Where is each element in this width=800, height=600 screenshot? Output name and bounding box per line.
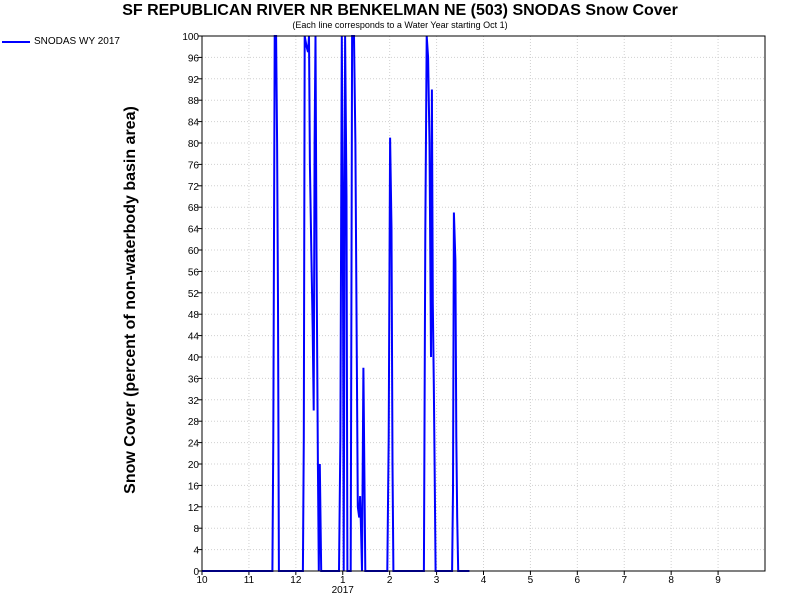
y-tick-label: 28	[188, 417, 200, 428]
x-tick-label: 1	[340, 575, 346, 586]
x-tick-label: 4	[481, 575, 487, 586]
x-tick-label: 5	[528, 575, 534, 586]
y-tick-label: 44	[188, 332, 200, 343]
x-tick-label: 10	[196, 575, 208, 586]
y-tick-label: 16	[188, 481, 200, 492]
y-tick-label: 4	[193, 546, 199, 557]
y-tick-label: 48	[188, 310, 200, 321]
y-tick-label: 80	[188, 139, 200, 150]
x-tick-label: 6	[575, 575, 581, 586]
y-tick-label: 68	[188, 203, 200, 214]
y-tick-label: 36	[188, 374, 200, 385]
legend-swatch	[2, 40, 30, 43]
y-tick-label: 76	[188, 160, 200, 171]
x-tick-label: 3	[434, 575, 440, 586]
y-tick-label: 8	[193, 524, 199, 535]
x-tick-label: 7	[621, 575, 627, 586]
y-tick-label: 0	[193, 567, 199, 578]
y-tick-label: 72	[188, 182, 200, 193]
y-tick-label: 24	[188, 439, 200, 450]
y-tick-label: 60	[188, 246, 200, 257]
y-tick-label: 92	[188, 75, 200, 86]
plot-frame	[201, 35, 766, 572]
x-tick-label: 12	[290, 575, 302, 586]
x-tick-label: 11	[244, 575, 255, 586]
y-tick-label: 64	[188, 225, 200, 236]
y-tick-label: 100	[182, 32, 199, 43]
y-tick-label: 32	[188, 396, 200, 407]
chart-title: SF REPUBLICAN RIVER NR BENKELMAN NE (503…	[122, 2, 678, 19]
x-tick-label: 8	[668, 575, 674, 586]
y-tick-label: 88	[188, 96, 200, 107]
x-year-label: 2017	[332, 585, 355, 596]
legend-label: SNODAS WY 2017	[34, 36, 120, 47]
y-tick-label: 96	[188, 53, 200, 64]
y-tick-label: 84	[188, 118, 200, 129]
y-tick-label: 12	[188, 503, 200, 514]
y-tick-label: 20	[188, 460, 200, 471]
legend: SNODAS WY 2017	[2, 36, 120, 47]
x-tick-label: 9	[715, 575, 721, 586]
chart-subtitle: (Each line corresponds to a Water Year s…	[292, 20, 508, 30]
y-tick-label: 52	[188, 289, 200, 300]
x-tick-label: 2	[387, 575, 393, 586]
y-tick-label: 40	[188, 353, 200, 364]
y-tick-label: 56	[188, 267, 200, 278]
